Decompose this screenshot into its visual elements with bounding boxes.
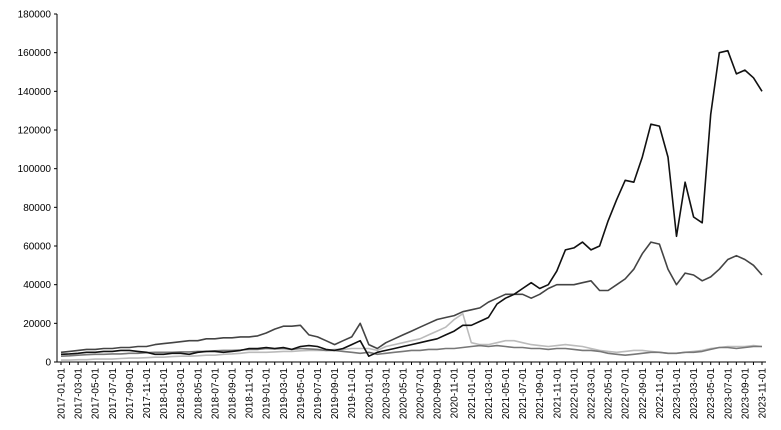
x-tick-label: 2022-03-01 xyxy=(587,368,598,420)
x-tick-label: 2021-11-01 xyxy=(552,368,563,419)
x-tick-label: 2018-03-01 xyxy=(176,368,187,420)
x-tick-label: 2022-07-01 xyxy=(621,368,632,420)
x-tick-label: 2023-05-01 xyxy=(706,368,717,420)
x-tick-label: 2019-01-01 xyxy=(262,368,273,420)
x-tick-label: 2018-09-01 xyxy=(227,368,238,420)
x-tick-label: 2019-09-01 xyxy=(330,368,341,420)
x-tick-label: 2023-11-01 xyxy=(758,368,769,419)
x-tick-label: 2023-01-01 xyxy=(672,368,683,420)
x-tick-label: 2018-07-01 xyxy=(210,368,221,420)
x-tick-label: 2020-03-01 xyxy=(381,368,392,420)
x-tick-label: 2023-03-01 xyxy=(689,368,700,420)
x-tick-label: 2022-11-01 xyxy=(655,368,666,419)
x-tick-label: 2017-03-01 xyxy=(74,368,85,420)
y-tick-label: 160000 xyxy=(18,48,52,59)
x-tick-label: 2023-07-01 xyxy=(723,368,734,420)
x-tick-label: 2022-05-01 xyxy=(604,368,615,420)
x-tick-label: 2022-01-01 xyxy=(569,368,580,420)
x-tick-label: 2021-03-01 xyxy=(484,368,495,420)
y-tick-label: 80000 xyxy=(23,203,51,214)
x-tick-label: 2020-09-01 xyxy=(433,368,444,420)
x-tick-label: 2019-11-01 xyxy=(347,368,358,419)
y-tick-label: 60000 xyxy=(23,242,51,253)
x-tick-label: 2019-07-01 xyxy=(313,368,324,420)
x-tick-label: 2020-05-01 xyxy=(398,368,409,420)
y-tick-label: 0 xyxy=(45,358,51,369)
series-line xyxy=(60,241,763,354)
y-tick-label: 40000 xyxy=(23,280,51,291)
x-tick-label: 2017-09-01 xyxy=(125,368,136,420)
x-tick-label: 2018-01-01 xyxy=(159,368,170,420)
x-tick-label: 2019-03-01 xyxy=(279,368,290,420)
y-tick-label: 180000 xyxy=(18,10,52,21)
x-tick-label: 2021-05-01 xyxy=(501,368,512,420)
x-tick-label: 2021-07-01 xyxy=(518,368,529,420)
x-tick-label: 2017-05-01 xyxy=(91,368,102,420)
x-tick-label: 2019-05-01 xyxy=(296,368,307,420)
x-tick-label: 2018-05-01 xyxy=(193,368,204,420)
x-tick-label: 2021-01-01 xyxy=(467,368,478,420)
x-tick-label: 2017-01-01 xyxy=(57,368,68,420)
x-tick-label: 2018-11-01 xyxy=(245,368,256,419)
x-tick-label: 2021-09-01 xyxy=(535,368,546,420)
x-tick-label: 2023-09-01 xyxy=(740,368,751,420)
y-tick-label: 100000 xyxy=(18,164,52,175)
series-line xyxy=(61,312,763,361)
series-line xyxy=(60,344,762,357)
y-tick-label: 120000 xyxy=(18,126,52,137)
x-tick-label: 2017-11-01 xyxy=(142,368,153,419)
y-tick-label: 140000 xyxy=(18,87,52,98)
x-tick-label: 2022-09-01 xyxy=(638,368,649,420)
series-line xyxy=(60,49,763,357)
x-tick-label: 2017-07-01 xyxy=(108,368,119,420)
x-tick-label: 2020-07-01 xyxy=(416,368,427,420)
y-tick-label: 20000 xyxy=(23,319,51,330)
x-tick-label: 2020-11-01 xyxy=(450,368,461,419)
x-tick-label: 2020-01-01 xyxy=(364,368,375,420)
